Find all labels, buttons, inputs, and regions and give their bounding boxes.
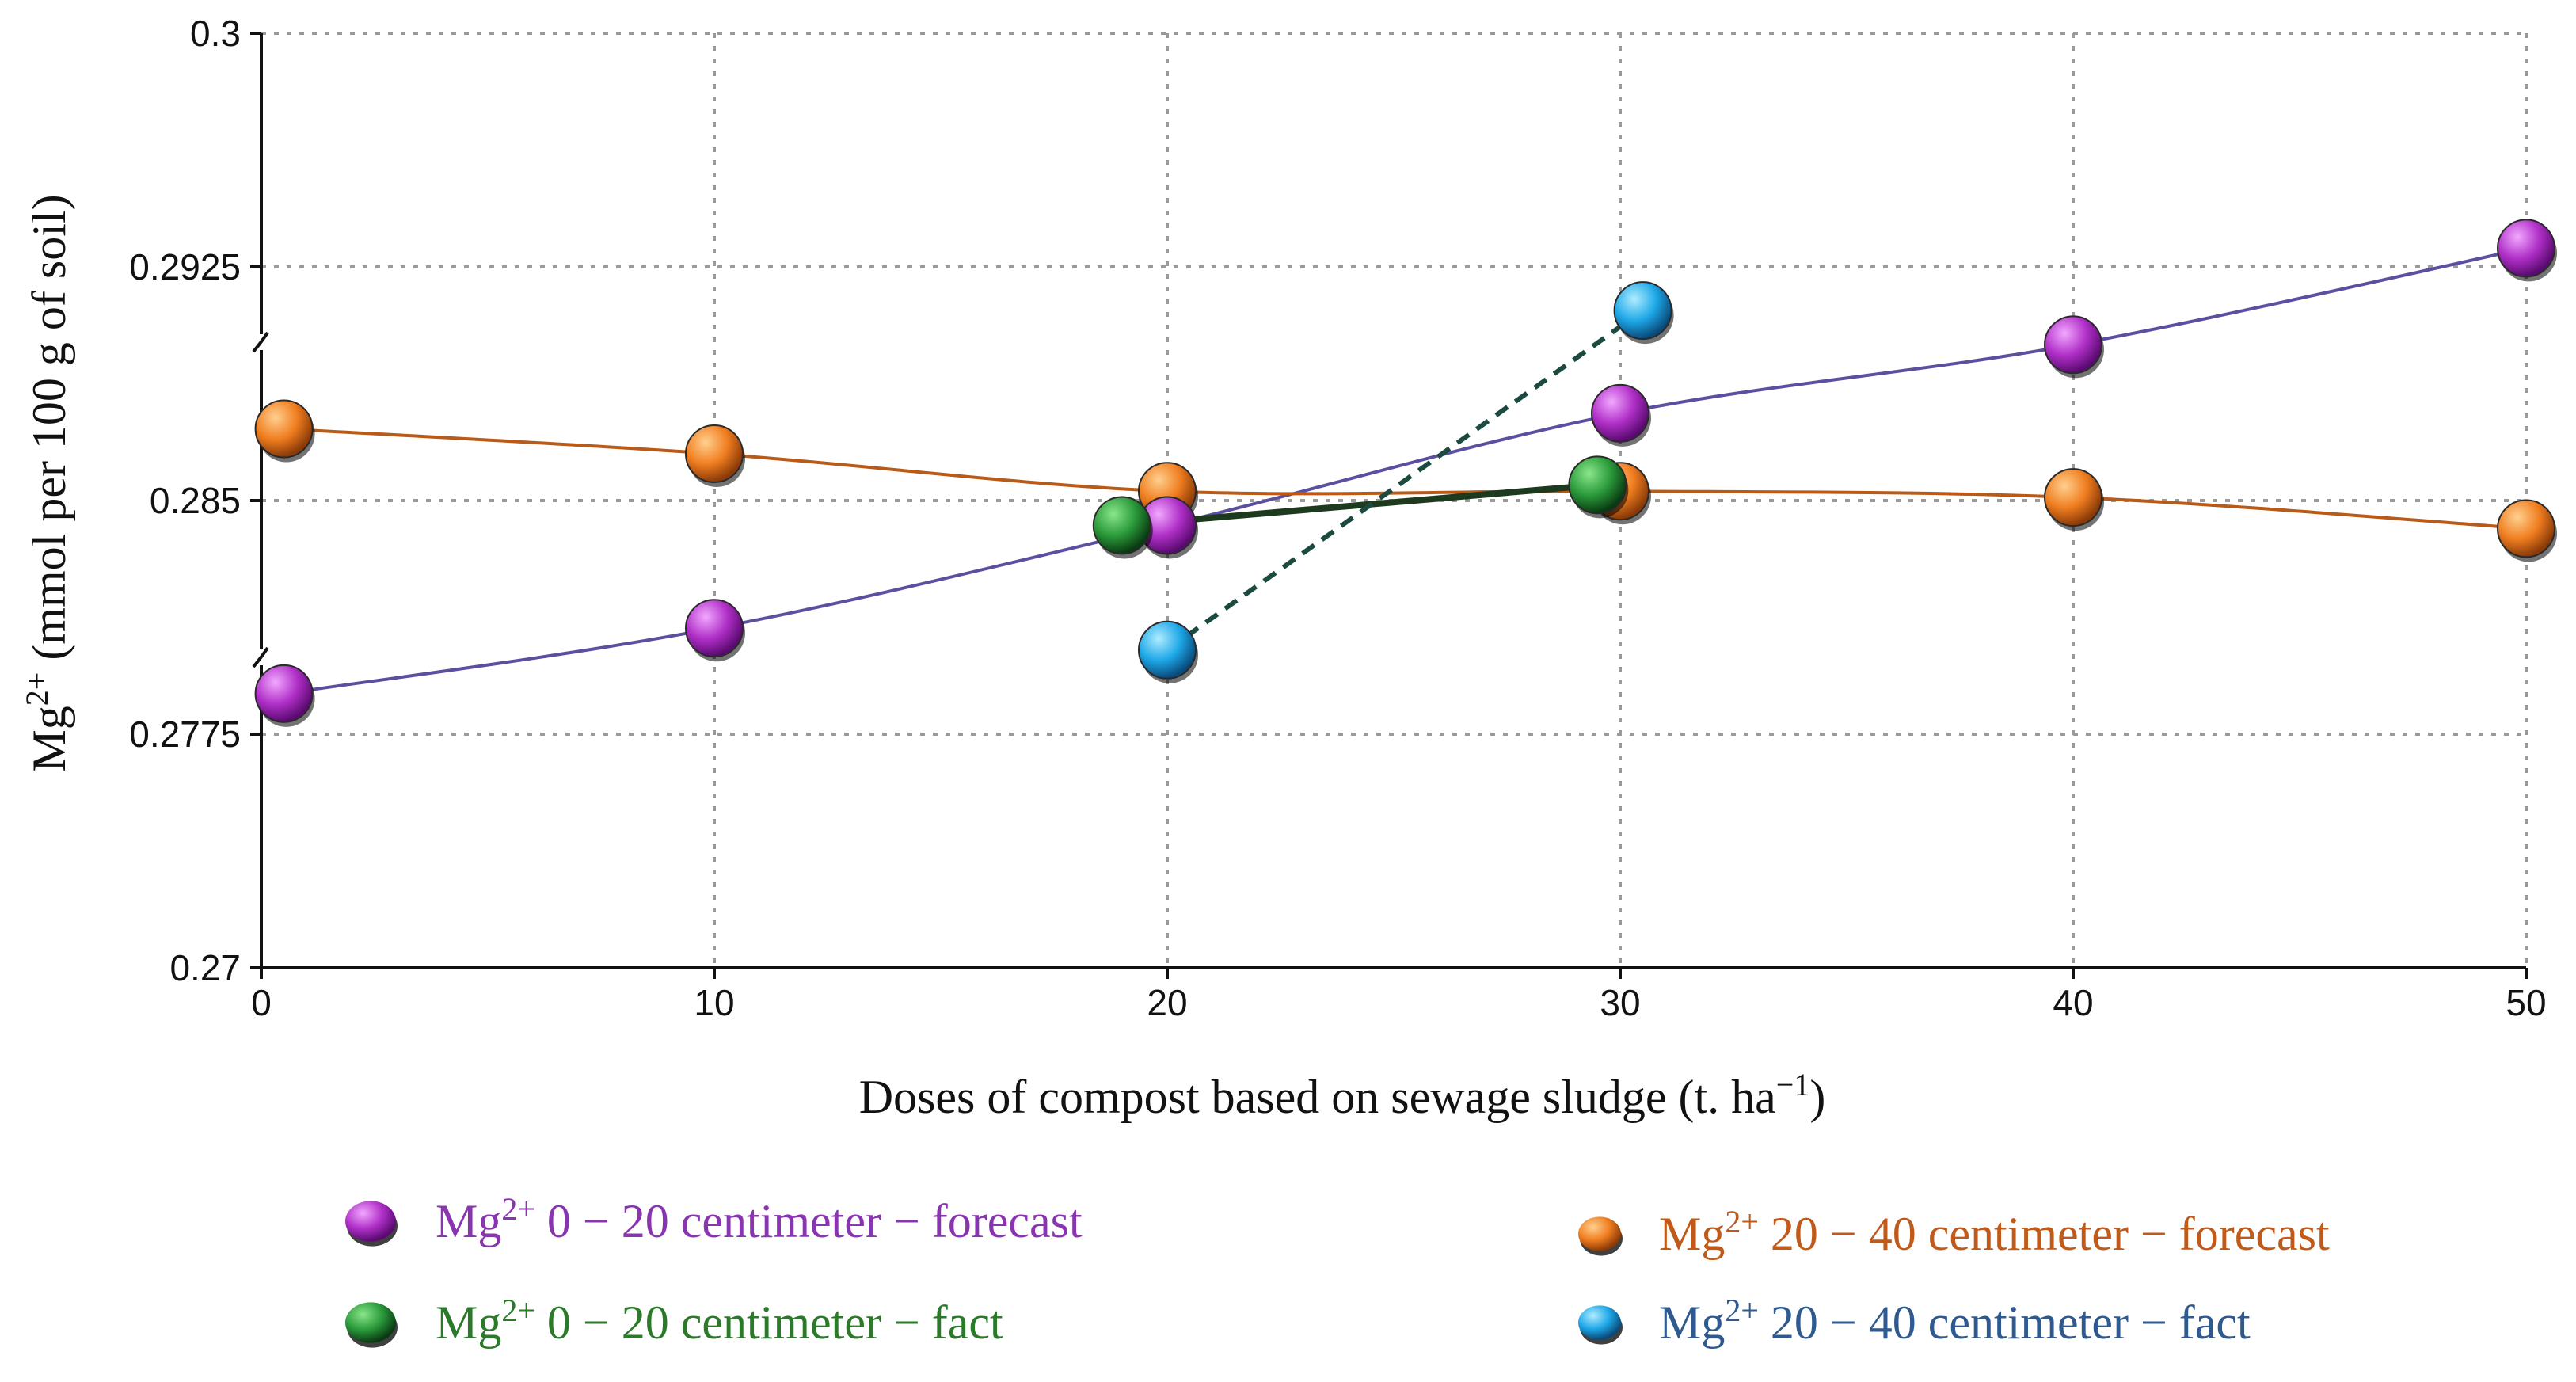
point-fc20_40-0 [254,399,314,459]
plot-area [254,219,2557,727]
x-tick-label-2: 20 [1147,982,1187,1023]
point-fc20_40-5 [2497,499,2555,558]
legend-marker-fact0_20 [345,1302,396,1343]
point-fc0_20-0 [254,664,314,723]
point-fc0_20-3 [1591,383,1649,443]
x-tick-label-0: 0 [251,982,272,1023]
y-tick-label-3: 0.2925 [129,246,241,287]
legend-label-fc20_40: Mg2+ 20 − 40 centimeter − forecast [1659,1204,2330,1261]
y-tick-label-1: 0.2775 [129,714,241,755]
point-fc0_20-4 [2044,315,2102,375]
point-fc0_20-5 [2497,219,2555,278]
legend: Mg2+ 0 − 20 centimeter − forecast Mg2+ 0 … [345,1191,2330,1350]
point-fc20_40-4 [2044,468,2102,527]
series-line-fact20_40 [1166,308,1645,653]
point-fact0_20-1 [1568,455,1627,515]
x-axis-title: Doses of compost based on sewage sludge … [859,1067,1826,1124]
legend-marker-fc0_20 [345,1201,396,1242]
legend-label-fc0_20: Mg2+ 0 − 20 centimeter − forecast [436,1191,1083,1248]
y-tick-label-0: 0.27 [169,947,241,988]
legend-marker-fact20_40 [1578,1305,1621,1340]
x-tick-label-1: 10 [694,982,734,1023]
y-tick-label-2: 0.285 [150,480,241,521]
y-axis-break-lower [252,646,269,668]
legend-marker-fc20_40 [1578,1216,1621,1251]
axes: 0 10 20 30 40 50 0.27 0.2775 0.285 0.2925 0.3 [129,13,2546,1023]
series-line-fc0_20 [283,246,2527,695]
x-tick-label-3: 30 [1600,982,1640,1023]
point-fc0_20-1 [685,599,744,658]
y-tick-label-4: 0.3 [190,13,241,54]
point-fact20_40-0 [1138,620,1197,680]
legend-label-fact20_40: Mg2+ 20 − 40 centimeter − fact [1659,1293,2251,1350]
series-line-fc20_40 [283,427,2527,531]
y-axis-break-upper [252,331,269,353]
x-tick-label-4: 40 [2053,982,2093,1023]
x-tick-label-5: 50 [2506,982,2546,1023]
axis-labels: Doses of compost based on sewage sludge … [19,194,1826,1123]
point-fc20_40-1 [685,424,744,483]
point-fact0_20-0 [1092,496,1151,555]
point-fact20_40-1 [1613,281,1672,341]
y-axis-title: Mg2+ (mmol per 100 g of soil) [19,194,76,771]
legend-label-fact0_20: Mg2+ 0 − 20 centimeter − fact [436,1293,1003,1350]
